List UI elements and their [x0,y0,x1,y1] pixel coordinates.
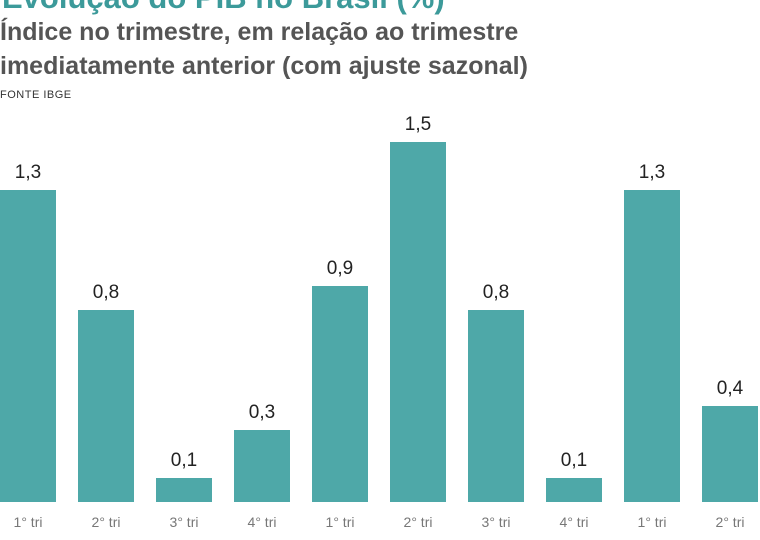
chart-subtitle: imediatamente anterior (com ajuste sazon… [0,52,528,80]
bar [546,478,602,502]
value-label: 0,8 [483,282,509,303]
bar [468,310,524,502]
x-tick-label: 2° tri [404,514,433,530]
value-label: 1,3 [639,162,665,183]
x-tick-label: 2° tri [716,514,745,530]
value-label: 0,8 [93,282,119,303]
bar [234,430,290,502]
bar [312,286,368,502]
value-label: 0,4 [717,378,744,399]
bar [390,142,446,502]
value-label: 0,1 [171,450,197,471]
value-label: 1,5 [405,114,431,135]
bar [0,190,56,502]
bar [78,310,134,502]
chart-source: FONTE IBGE [0,89,72,101]
x-tick-label: 2° tri [92,514,121,530]
x-tick-label: 1° tri [326,514,355,530]
value-label: 1,3 [15,162,41,183]
value-label: 0,1 [561,450,587,471]
bar [624,190,680,502]
bar [702,406,758,502]
x-tick-label: 4° tri [248,514,277,530]
x-tick-label: 3° tri [170,514,199,530]
x-tick-label: 1° tri [638,514,667,530]
value-label: 0,9 [327,258,353,279]
x-tick-label: 3° tri [482,514,511,530]
bar [156,478,212,502]
chart-title: Evolução do PIB no Brasil (%) [2,0,445,15]
x-tick-label: 4° tri [560,514,589,530]
value-label: 0,3 [249,402,275,423]
x-tick-label: 1° tri [14,514,43,530]
chart-subtitle: Índice no trimestre, em relação ao trime… [0,17,518,46]
